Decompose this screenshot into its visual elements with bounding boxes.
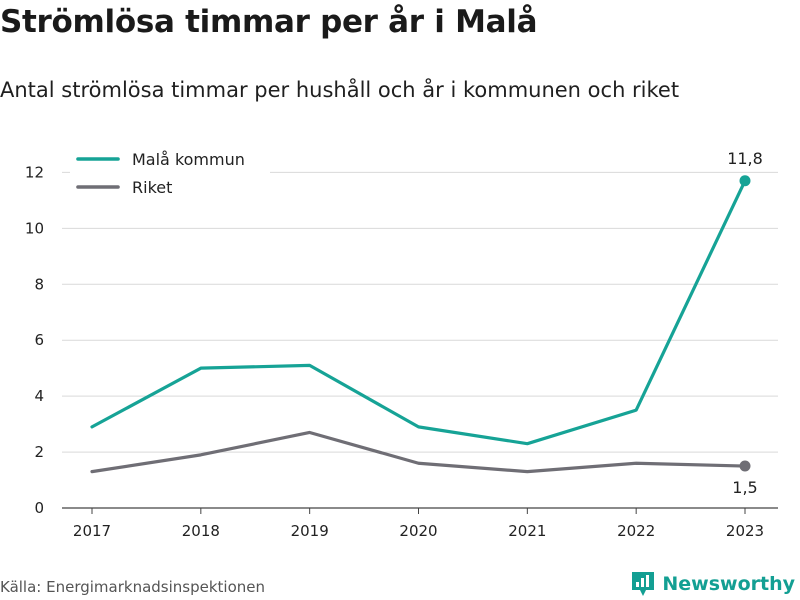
x-tick-label: 2019 <box>291 522 329 540</box>
series-line-mala <box>90 179 747 446</box>
gridlines <box>62 171 778 509</box>
legend-label-mala: Malå kommun <box>132 150 245 169</box>
chart-subtitle: Antal strömlösa timmar per hushåll och å… <box>0 78 680 102</box>
y-tick-label: 4 <box>34 387 44 405</box>
newsworthy-logo-icon <box>632 572 655 596</box>
series-line-riket <box>90 430 747 474</box>
y-tick-label: 8 <box>34 275 44 293</box>
x-tick-label: 2022 <box>617 522 655 540</box>
legend-label-riket: Riket <box>132 178 172 197</box>
data-labels: 11,8 1,5 <box>727 149 763 497</box>
y-tick-label: 12 <box>25 163 44 181</box>
brand-logo: Newsworthy <box>630 570 795 598</box>
data-label-mala: 11,8 <box>727 149 763 168</box>
x-tick-label: 2017 <box>73 522 111 540</box>
x-tick-label: 2018 <box>182 522 220 540</box>
series-end-marker-mala <box>739 175 751 187</box>
x-tick-label: 2021 <box>508 522 546 540</box>
y-tick-label: 10 <box>25 219 44 237</box>
legend-background <box>70 146 270 204</box>
data-label-riket: 1,5 <box>732 478 757 497</box>
y-tick-label: 0 <box>34 499 44 517</box>
x-tick-label: 2020 <box>399 522 437 540</box>
series-end-marker-riket <box>739 460 751 472</box>
series <box>90 175 751 474</box>
chart-title: Strömlösa timmar per år i Malå <box>0 4 538 40</box>
legend: Malå kommun Riket <box>70 146 270 204</box>
y-tick-label: 2 <box>34 443 44 461</box>
x-tick-label: 2023 <box>726 522 764 540</box>
axes: 0 2 4 6 8 10 12 2017 2018 2019 2020 2021 2022 2023 <box>25 163 764 540</box>
y-tick-label: 6 <box>34 331 44 349</box>
brand-name: Newsworthy <box>662 573 795 595</box>
source-note: Källa: Energimarknadsinspektionen <box>0 578 266 596</box>
